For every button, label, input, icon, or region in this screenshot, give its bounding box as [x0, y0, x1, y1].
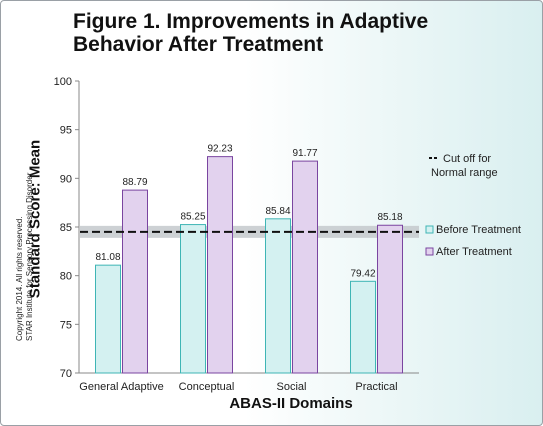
y-tick-label: 75 — [60, 319, 72, 331]
data-label-after: 88.79 — [122, 177, 147, 188]
bar-before-treatment — [350, 280, 376, 374]
x-axis-label: ABAS-II Domains — [229, 395, 353, 412]
data-label-after: 85.18 — [377, 212, 402, 223]
data-label-before: 81.08 — [95, 252, 120, 263]
x-tick-label: Social — [277, 381, 307, 393]
data-label-before: 85.25 — [180, 212, 205, 223]
x-tick-label: General Adaptive — [79, 381, 163, 393]
y-tick-label: 80 — [60, 271, 72, 283]
data-label-after: 92.23 — [207, 144, 232, 155]
copyright-notice: Copyright 2014. All rights reserved. STA… — [15, 173, 35, 341]
bar-after-treatment — [207, 156, 233, 374]
bar-before-treatment — [265, 218, 291, 374]
chart-title: Figure 1. Improvements in Adaptive Behav… — [73, 10, 429, 56]
y-tick-label: 100 — [54, 76, 72, 88]
y-tick-label: 95 — [60, 125, 72, 137]
copyright-line-2: STAR Institute for Sensory Processing Di… — [25, 172, 34, 341]
bar-after-treatment — [292, 160, 318, 374]
legend-before-label: Before Treatment — [436, 224, 521, 236]
data-label-after: 91.77 — [292, 148, 317, 159]
bar-after-treatment — [377, 224, 403, 374]
legend-cutoff-label-line2: Normal range — [431, 167, 498, 179]
y-tick-label: 85 — [60, 222, 72, 234]
copyright-line-1: Copyright 2014. All rights reserved. — [15, 216, 24, 341]
bar-before-treatment — [180, 224, 206, 374]
data-label-before: 79.42 — [350, 268, 375, 279]
bar-after-treatment — [122, 189, 148, 374]
y-tick-label: 70 — [60, 368, 72, 380]
legend-after-swatch — [425, 247, 434, 256]
legend-after-label: After Treatment — [436, 246, 512, 258]
bar-before-treatment — [95, 264, 121, 374]
x-tick-label: Conceptual — [179, 381, 235, 393]
y-tick-label: 90 — [60, 173, 72, 185]
data-label-before: 85.84 — [265, 206, 290, 217]
x-tick-label: Practical — [355, 381, 397, 393]
legend-cutoff-label-line1: Cut off for — [443, 153, 491, 165]
legend-before-swatch — [425, 225, 434, 234]
